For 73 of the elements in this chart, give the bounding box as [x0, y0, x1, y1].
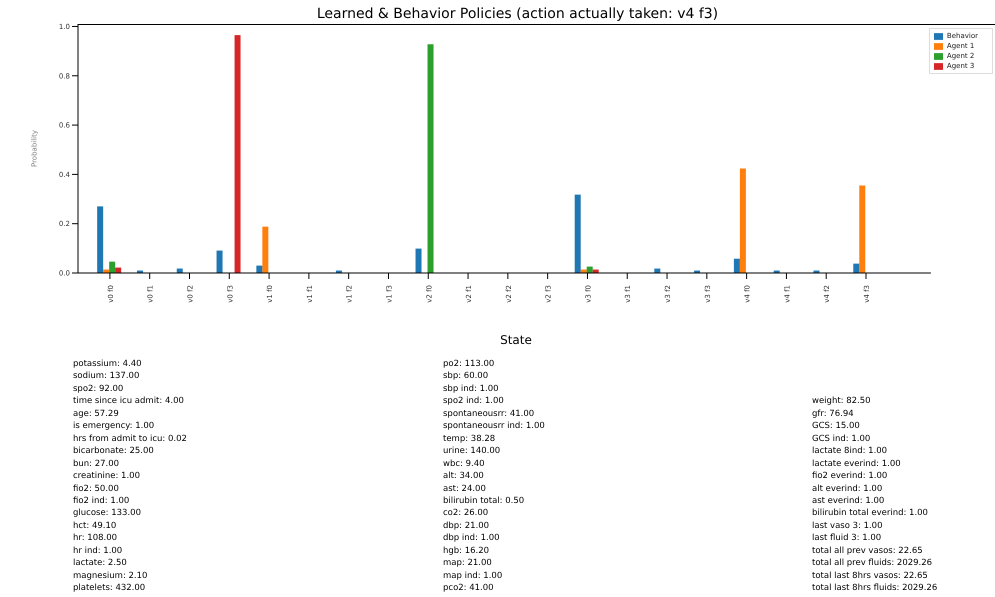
text: fio2: 50.00 [73, 482, 120, 495]
text: map: 21.00 [443, 557, 493, 570]
text: temp: 38.28 [443, 432, 496, 446]
chart-title: Learned & Behavior Policies (action actually taken: v4 f3) [316, 6, 720, 22]
bar [428, 44, 434, 273]
text: hr ind: 1.00 [73, 544, 124, 558]
bar [176, 268, 183, 273]
text: fio2 everind: 1.00 [812, 470, 888, 483]
text: hrs from admit to icu: 0.02 [73, 432, 187, 446]
text: total all prev fluids: 2029.26 [812, 557, 934, 570]
text: ast everind: 1.00 [812, 494, 886, 508]
text: lactate 8ind: 1.00 [812, 445, 888, 458]
bar [216, 250, 223, 273]
text: co2: 26.00 [443, 507, 490, 520]
bar [586, 266, 593, 273]
text: sbp: 60.00 [443, 370, 490, 383]
text: spo2 ind: 1.00 [443, 395, 505, 408]
bar [574, 194, 581, 273]
text: age: 57.29 [73, 408, 120, 420]
text: GCS ind: 1.00 [812, 432, 872, 446]
bar [416, 248, 422, 273]
bar [97, 206, 104, 273]
bar [256, 266, 262, 273]
text: total last 8hrs fluids: 2029.26 [812, 582, 938, 595]
text: hr: 108.00 [73, 532, 118, 545]
text: glucose: 133.00 [73, 507, 142, 520]
text: potassium: 4.40 [73, 358, 143, 370]
text: urine: 140.00 [443, 445, 502, 458]
text: pco2: 41.00 [443, 582, 495, 595]
text: bilirubin total: 0.50 [443, 494, 526, 508]
text: State [499, 333, 533, 347]
text: wbc: 9.40 [443, 458, 486, 470]
text: time since icu admit: 4.00 [73, 395, 185, 408]
text: spontaneousrr: 41.00 [443, 408, 536, 420]
text: dbp ind: 1.00 [443, 532, 501, 545]
text: total all prev vasos: 22.65 [812, 544, 924, 558]
text: sodium: 137.00 [73, 370, 140, 383]
bar [740, 168, 746, 273]
text: lactate: 2.50 [73, 557, 128, 570]
text: alt: 34.00 [443, 470, 485, 483]
bar [262, 226, 268, 273]
text: spontaneousrr ind: 1.00 [443, 420, 545, 433]
text: is emergency: 1.00 [73, 420, 156, 433]
text: total last 8hrs vasos: 22.65 [812, 570, 929, 582]
text: map ind: 1.00 [443, 570, 504, 582]
text: lactate everind: 1.00 [812, 458, 902, 470]
bar [734, 258, 740, 273]
text: fio2 ind: 1.00 [73, 494, 130, 508]
bar [115, 268, 122, 273]
text: creatinine: 1.00 [73, 470, 141, 483]
bar [654, 268, 660, 273]
text: GCS: 15.00 [812, 420, 861, 433]
text: last vaso 3: 1.00 [812, 520, 884, 532]
text: platelets: 432.00 [73, 582, 146, 595]
bar [234, 35, 241, 273]
bar [853, 264, 860, 273]
text: alt everind: 1.00 [812, 482, 884, 495]
bar [859, 185, 866, 273]
text: magnesium: 2.10 [73, 570, 148, 582]
text: weight: 82.50 [812, 395, 872, 408]
text: hct: 49.10 [73, 520, 118, 532]
text: po2: 113.00 [443, 358, 496, 370]
text: spo2: 92.00 [73, 382, 124, 396]
text: dbp: 21.00 [443, 520, 490, 532]
text: hgb: 16.20 [443, 544, 490, 558]
text: bun: 27.00 [73, 458, 120, 470]
text: sbp ind: 1.00 [443, 382, 500, 396]
text: gfr: 76.94 [812, 408, 855, 420]
text: last fluid 3: 1.00 [812, 532, 882, 545]
text: ast: 24.00 [443, 482, 487, 495]
text: bilirubin total everind: 1.00 [812, 507, 929, 520]
text: bicarbonate: 25.00 [73, 445, 155, 458]
bar [109, 262, 116, 273]
